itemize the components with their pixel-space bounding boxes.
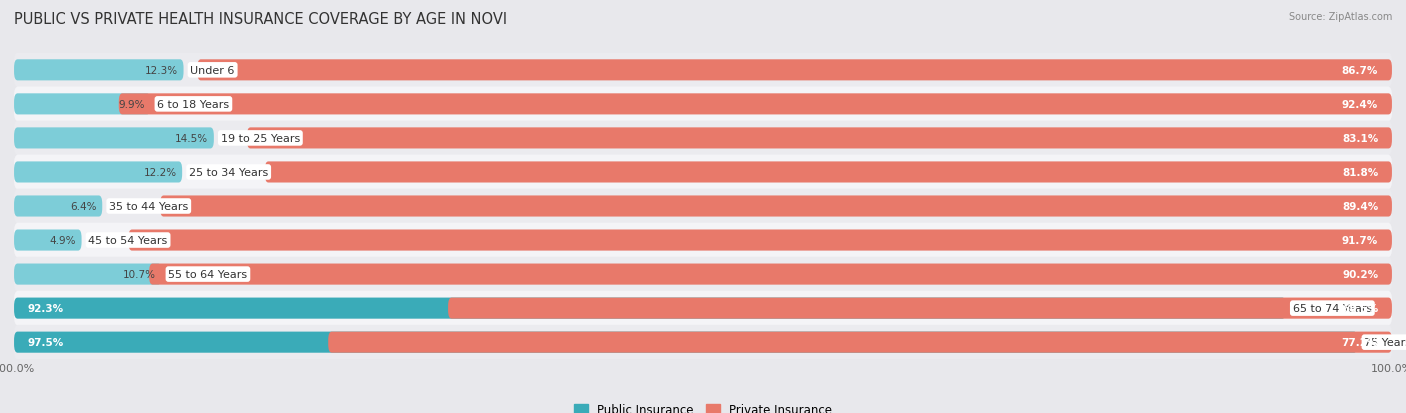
Text: 6 to 18 Years: 6 to 18 Years (157, 100, 229, 109)
FancyBboxPatch shape (449, 298, 1392, 319)
FancyBboxPatch shape (264, 162, 1392, 183)
FancyBboxPatch shape (149, 264, 1392, 285)
Text: 91.7%: 91.7% (1341, 235, 1378, 245)
FancyBboxPatch shape (14, 53, 1392, 88)
FancyBboxPatch shape (14, 162, 183, 183)
FancyBboxPatch shape (14, 291, 1392, 326)
Text: 65 to 74 Years: 65 to 74 Years (1292, 304, 1372, 313)
Text: 25 to 34 Years: 25 to 34 Years (188, 168, 269, 178)
FancyBboxPatch shape (247, 128, 1392, 149)
FancyBboxPatch shape (14, 87, 1392, 122)
Text: 12.2%: 12.2% (143, 168, 177, 178)
Text: 81.8%: 81.8% (1341, 168, 1378, 178)
Text: 75 Years and over: 75 Years and over (1364, 337, 1406, 347)
Text: 35 to 44 Years: 35 to 44 Years (110, 202, 188, 211)
Text: PUBLIC VS PRIVATE HEALTH INSURANCE COVERAGE BY AGE IN NOVI: PUBLIC VS PRIVATE HEALTH INSURANCE COVER… (14, 12, 508, 27)
FancyBboxPatch shape (14, 196, 103, 217)
FancyBboxPatch shape (14, 264, 162, 285)
FancyBboxPatch shape (118, 94, 1392, 115)
FancyBboxPatch shape (328, 332, 1392, 353)
FancyBboxPatch shape (14, 223, 1392, 258)
Text: 90.2%: 90.2% (1343, 269, 1378, 280)
Text: Source: ZipAtlas.com: Source: ZipAtlas.com (1288, 12, 1392, 22)
FancyBboxPatch shape (14, 128, 214, 149)
FancyBboxPatch shape (14, 332, 1358, 353)
Text: 77.2%: 77.2% (1341, 337, 1378, 347)
FancyBboxPatch shape (160, 196, 1392, 217)
FancyBboxPatch shape (14, 230, 82, 251)
Text: 9.9%: 9.9% (118, 100, 145, 109)
Text: 55 to 64 Years: 55 to 64 Years (169, 269, 247, 280)
Text: 10.7%: 10.7% (122, 269, 156, 280)
FancyBboxPatch shape (14, 60, 184, 81)
Text: 4.9%: 4.9% (49, 235, 76, 245)
Text: 89.4%: 89.4% (1341, 202, 1378, 211)
Text: 6.4%: 6.4% (70, 202, 97, 211)
FancyBboxPatch shape (14, 325, 1392, 360)
Text: 92.3%: 92.3% (28, 304, 63, 313)
FancyBboxPatch shape (14, 189, 1392, 224)
FancyBboxPatch shape (14, 121, 1392, 156)
FancyBboxPatch shape (14, 257, 1392, 292)
FancyBboxPatch shape (128, 230, 1392, 251)
FancyBboxPatch shape (14, 155, 1392, 190)
FancyBboxPatch shape (14, 298, 1286, 319)
Text: 19 to 25 Years: 19 to 25 Years (221, 133, 299, 144)
Text: 14.5%: 14.5% (176, 133, 208, 144)
Text: Under 6: Under 6 (190, 66, 235, 76)
Text: 92.4%: 92.4% (1341, 100, 1378, 109)
FancyBboxPatch shape (14, 94, 150, 115)
Legend: Public Insurance, Private Insurance: Public Insurance, Private Insurance (569, 398, 837, 413)
Text: 97.5%: 97.5% (28, 337, 65, 347)
Text: 12.3%: 12.3% (145, 66, 179, 76)
Text: 45 to 54 Years: 45 to 54 Years (89, 235, 167, 245)
Text: 86.7%: 86.7% (1341, 66, 1378, 76)
Text: 68.5%: 68.5% (1341, 304, 1378, 313)
FancyBboxPatch shape (197, 60, 1392, 81)
Text: 83.1%: 83.1% (1341, 133, 1378, 144)
